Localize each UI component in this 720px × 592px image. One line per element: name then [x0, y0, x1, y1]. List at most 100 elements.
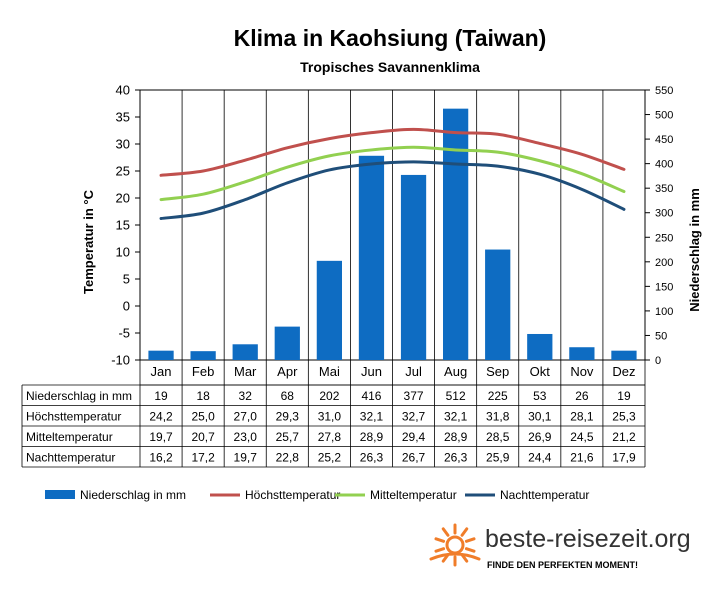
brand-tagline: FINDE DEN PERFEKTEN MOMENT! — [487, 560, 638, 570]
right-tick-label: 350 — [655, 183, 673, 195]
left-tick-label: 40 — [116, 83, 130, 98]
sun-ray — [460, 527, 469, 537]
right-tick-label: 150 — [655, 281, 673, 293]
table-cell: 28,1 — [570, 410, 594, 424]
precipitation-bar-apr — [274, 326, 300, 360]
legend: Niederschlag in mm Höchsttemperatur Mittel… — [45, 488, 589, 502]
table-cell: 19,7 — [149, 430, 173, 444]
month-label: Nov — [570, 364, 594, 379]
table-cell: 24,5 — [570, 430, 594, 444]
precipitation-bar-nov — [569, 347, 595, 360]
precipitation-bar-okt — [527, 333, 553, 360]
precipitation-bar-jun — [358, 155, 385, 360]
table-cell: 53 — [533, 389, 547, 403]
table-cell: 377 — [404, 389, 424, 403]
table-cell: 18 — [196, 389, 210, 403]
table-cell: 31,0 — [318, 410, 342, 424]
precipitation-bar-sep — [485, 249, 511, 360]
table-cell: 32,1 — [360, 410, 384, 424]
left-tick-label: -5 — [118, 326, 130, 341]
right-tick-label: 550 — [655, 85, 673, 97]
left-tick-label: -10 — [111, 353, 130, 368]
table-row-label: Nachttemperatur — [26, 451, 115, 465]
precipitation-bar-mar — [232, 344, 258, 360]
brand-name: beste-reisezeit.org — [485, 525, 691, 553]
table-cell: 32,7 — [402, 410, 426, 424]
right-tick-label: 500 — [655, 110, 673, 122]
left-tick-label: 35 — [116, 110, 130, 125]
month-label: Mai — [319, 364, 340, 379]
table-cell: 24,2 — [149, 410, 173, 424]
table-cell: 17,2 — [191, 451, 215, 465]
month-label: Apr — [277, 364, 298, 379]
table-cell: 25,7 — [276, 430, 300, 444]
sun-horizon — [429, 552, 481, 561]
month-label: Mar — [234, 364, 257, 379]
chart-subtitle: Tropisches Savannenklima — [300, 59, 480, 75]
month-label: Aug — [444, 364, 467, 379]
table-row-label: Mitteltemperatur — [26, 430, 113, 444]
month-label: Sep — [486, 364, 509, 379]
temperature-lines — [159, 127, 626, 221]
month-label: Jan — [151, 364, 172, 379]
line-h-chsttemperatur — [159, 127, 626, 177]
table-cell: 23,0 — [234, 430, 258, 444]
table-row-label: Höchsttemperatur — [26, 410, 121, 424]
month-label: Okt — [530, 364, 551, 379]
table-cell: 17,9 — [612, 451, 636, 465]
table-cell: 19,7 — [234, 451, 258, 465]
table-cell: 202 — [319, 389, 339, 403]
left-tick-label: 20 — [116, 191, 130, 206]
line-nachttemperatur — [159, 160, 626, 221]
table-cell: 32,1 — [444, 410, 468, 424]
table-cell: 26,3 — [444, 451, 468, 465]
table-cell: 28,9 — [360, 430, 384, 444]
sun-ray — [441, 527, 450, 537]
table-cell: 28,5 — [486, 430, 510, 444]
precipitation-bar-mai — [316, 260, 342, 360]
table-cell: 68 — [281, 389, 295, 403]
table-cell: 26,7 — [402, 451, 426, 465]
table-cell: 25,9 — [486, 451, 510, 465]
legend-label: Höchsttemperatur — [245, 488, 340, 502]
left-axis: 40 35 30 25 20 15 10 5 0 -5 -10 — [111, 83, 140, 368]
right-axis-title: Niederschlag in mm — [687, 188, 702, 312]
sun-icon — [429, 523, 481, 567]
sun-ray — [464, 547, 476, 553]
table-cell: 28,9 — [444, 430, 468, 444]
table-cell: 225 — [488, 389, 508, 403]
right-tick-label: 50 — [655, 330, 667, 342]
legend-label: Nachttemperatur — [500, 488, 589, 502]
precipitation-bar-aug — [443, 108, 469, 361]
table-cell: 27,8 — [318, 430, 342, 444]
table-cell: 30,1 — [528, 410, 552, 424]
month-label: Jul — [405, 364, 422, 379]
table-cell: 416 — [361, 389, 381, 403]
table-cell: 25,2 — [318, 451, 342, 465]
table-cell: 24,4 — [528, 451, 552, 465]
right-tick-label: 250 — [655, 232, 673, 244]
table-cell: 29,3 — [276, 410, 300, 424]
right-tick-label: 400 — [655, 159, 673, 171]
precipitation-bar-feb — [190, 351, 216, 360]
table-cell: 26,3 — [360, 451, 384, 465]
left-tick-label: 0 — [123, 299, 130, 314]
left-tick-label: 5 — [123, 272, 130, 287]
table-cell: 21,6 — [570, 451, 594, 465]
month-label: Feb — [192, 364, 214, 379]
table-cell: 512 — [446, 389, 466, 403]
right-tick-label: 300 — [655, 208, 673, 220]
table-cell: 26,9 — [528, 430, 552, 444]
table-cell: 26 — [575, 389, 589, 403]
branding: beste-reisezeit.org FINDE DEN PERFEKTEN … — [429, 523, 691, 570]
chart-title: Klima in Kaohsiung (Taiwan) — [234, 25, 547, 51]
precipitation-bars — [148, 108, 637, 361]
sun-core — [445, 535, 465, 555]
data-table: Jan Feb Mar Apr Mai Jun Jul Aug Sep Okt Nov Dez Nied… — [21, 360, 646, 468]
precipitation-bar-dez — [611, 350, 637, 360]
right-tick-label: 200 — [655, 257, 673, 269]
line-mitteltemperatur — [159, 145, 626, 202]
month-label: Jun — [361, 364, 382, 379]
table-cell: 32 — [239, 389, 253, 403]
table-cell: 29,4 — [402, 430, 426, 444]
